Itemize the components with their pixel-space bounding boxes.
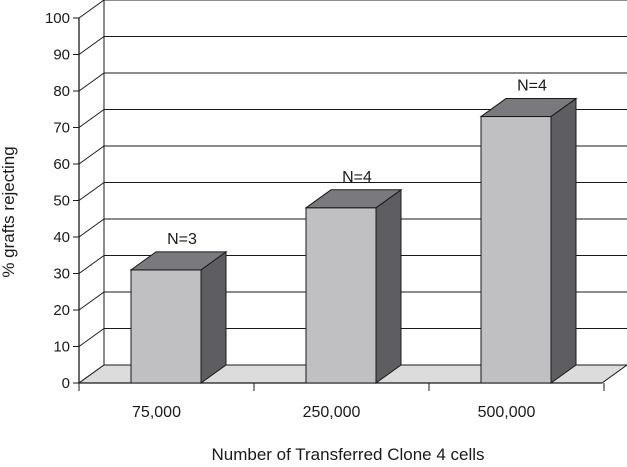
bar-top xyxy=(304,189,403,209)
bar-side xyxy=(550,97,577,384)
y-tick-label: 90 xyxy=(53,47,70,64)
y-tick-label: 40 xyxy=(53,229,70,246)
grid-diagonal xyxy=(78,0,105,19)
bar-side xyxy=(375,188,402,384)
bar-annotation: N=3 xyxy=(167,231,197,248)
bar-annotation: N=4 xyxy=(517,78,547,95)
grid-diagonal xyxy=(78,291,105,311)
bar-top xyxy=(129,251,228,271)
x-axis-title: Number of Transferred Clone 4 cells xyxy=(211,445,484,462)
x-tick-label: 250,000 xyxy=(303,404,361,421)
y-tick-label: 50 xyxy=(53,193,70,210)
bar-layer xyxy=(129,97,578,384)
bar-front xyxy=(305,207,377,384)
y-tick-label: 60 xyxy=(53,156,70,173)
bar-side xyxy=(200,250,227,384)
y-axis-title: % grafts rejecting xyxy=(0,146,18,277)
grid-diagonal xyxy=(78,328,105,347)
y-tick-label: 80 xyxy=(53,83,70,100)
bar-front xyxy=(130,269,202,384)
label-layer: N=3 75,000 N=4 250,000 N=4 500,000 xyxy=(132,78,547,421)
y-tick-label: 100 xyxy=(45,10,70,27)
y-tick-label: 0 xyxy=(62,375,70,392)
y-tick-label: 20 xyxy=(53,302,70,319)
grid-diagonal xyxy=(78,182,105,201)
grid-diagonal xyxy=(78,72,105,92)
y-tick-label: 10 xyxy=(53,339,70,356)
y-tick-label: 30 xyxy=(53,266,70,283)
grid-diagonal xyxy=(78,145,105,165)
grid-diagonal xyxy=(78,255,105,274)
bar-front xyxy=(480,116,552,384)
bar-top xyxy=(479,98,578,118)
grid-diagonal xyxy=(78,109,105,128)
grid-diagonal xyxy=(78,218,105,238)
x-tick-label: 75,000 xyxy=(132,404,181,421)
x-tick-label: 500,000 xyxy=(478,404,536,421)
y-tick-label: 70 xyxy=(53,120,70,137)
bar-annotation: N=4 xyxy=(342,169,372,186)
grid-diagonal xyxy=(78,36,105,55)
